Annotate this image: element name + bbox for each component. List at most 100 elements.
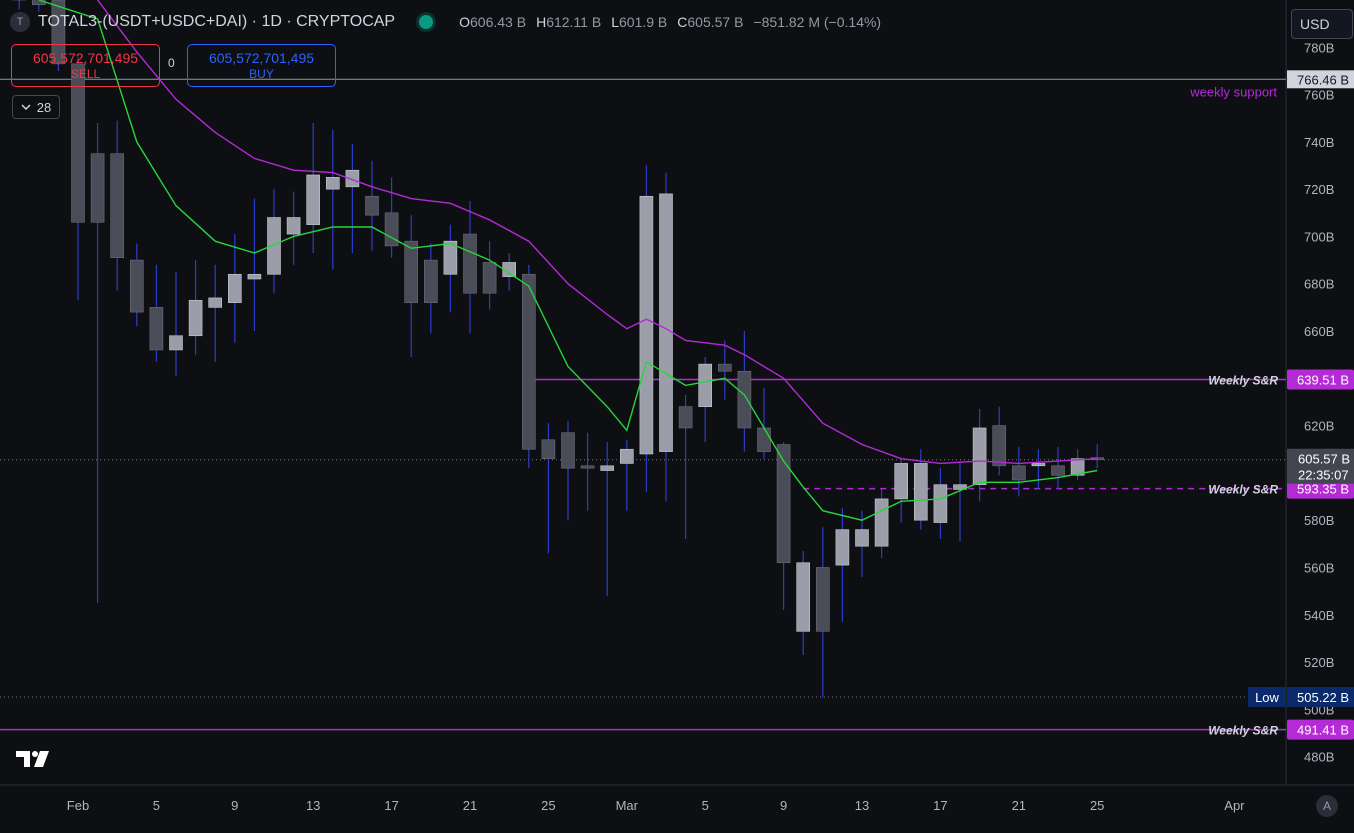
candle-body xyxy=(90,153,105,223)
candle-body xyxy=(325,177,340,190)
countdown-label: 22:35:07 xyxy=(1298,468,1349,483)
candle-body xyxy=(678,406,693,429)
level-name: Weekly S&R xyxy=(1208,724,1278,738)
time-tick-label: 21 xyxy=(463,798,477,813)
low-tag-badge xyxy=(1248,686,1286,707)
ohlc-values: O606.43 B H612.11 B L601.9 B C605.57 B −… xyxy=(459,14,881,30)
candle-body xyxy=(855,529,869,547)
candle-body xyxy=(130,259,144,313)
ohlc-key: L xyxy=(611,14,619,30)
candle-body xyxy=(169,335,183,351)
candle-body xyxy=(992,425,1007,467)
moving-averages xyxy=(38,0,1098,521)
price-tick-label: 720B xyxy=(1304,182,1334,197)
indicators-toggle-button[interactable]: 28 xyxy=(12,95,60,119)
candles xyxy=(12,0,1104,698)
spread-value: 0 xyxy=(168,56,175,70)
time-tick-label: 9 xyxy=(231,798,238,813)
candle-body xyxy=(1031,463,1046,467)
symbol-title[interactable]: TOTAL3-(USDT+USDC+DAI) · 1D · CRYPTOCAP xyxy=(38,13,396,30)
time-tick-label: 21 xyxy=(1012,798,1026,813)
time-tick-label: 17 xyxy=(933,798,947,813)
level-price-badge xyxy=(1287,70,1354,89)
candle-body xyxy=(384,212,399,247)
candle-body xyxy=(972,427,987,486)
candle-body xyxy=(894,463,909,500)
sell-price: 605,572,701,495 xyxy=(32,50,139,66)
candle-body xyxy=(815,567,830,632)
ohlc-value: 606.43 B xyxy=(470,14,527,30)
candle-body xyxy=(541,439,556,460)
time-tick-label: 25 xyxy=(541,798,555,813)
level-name: Weekly S&R xyxy=(1208,483,1278,497)
ohlc-key: O xyxy=(459,14,470,30)
symbol-logo-icon[interactable]: T xyxy=(10,12,30,32)
auto-scale-button[interactable]: A xyxy=(1316,795,1338,817)
candle-body xyxy=(149,307,164,351)
price-tick-label: 660B xyxy=(1304,324,1334,339)
price-tick-label: 740B xyxy=(1304,135,1334,150)
chevron-down-icon xyxy=(21,104,31,110)
candle-body xyxy=(580,465,595,469)
ohlc-key: H xyxy=(536,14,547,30)
candle-body xyxy=(110,153,124,259)
current-price-label: 605.57 B xyxy=(1298,452,1350,467)
candle-body xyxy=(247,273,262,280)
buy-button[interactable]: 605,572,701,495 BUY xyxy=(187,44,336,87)
current-price-badge xyxy=(1287,448,1354,484)
candle-body xyxy=(1011,465,1026,481)
candle-body xyxy=(31,0,46,6)
chart-header: T TOTAL3-(USDT+USDC+DAI) · 1D · CRYPTOCA… xyxy=(10,12,881,32)
candle-body xyxy=(443,240,458,275)
price-labels: 766.46 B 639.51 B 593.35 B 491.41 B 605.57 B… xyxy=(1248,70,1354,740)
price-tick-label: 780B xyxy=(1304,40,1334,55)
candle-body xyxy=(737,370,752,429)
time-tick-label: 5 xyxy=(153,798,160,813)
low-price-label: 505.22 B xyxy=(1297,690,1349,705)
price-axis[interactable] xyxy=(1286,0,1354,785)
candle-body xyxy=(639,195,654,455)
indicators-count: 28 xyxy=(36,99,52,115)
candle-body xyxy=(698,363,713,407)
candle-body xyxy=(463,233,477,294)
candle-body xyxy=(267,217,281,275)
price-tick-label: 680B xyxy=(1304,277,1334,292)
time-tick-label: 9 xyxy=(780,798,787,813)
currency-selector[interactable]: USD xyxy=(1291,9,1353,39)
ema-fast-line xyxy=(38,0,1098,521)
time-axis-ticks: Feb 5 9 13 17 21 25 Mar 5 9 13 17 21 25 Apr xyxy=(67,798,1245,813)
price-tick-label: 760B xyxy=(1304,88,1334,103)
buy-label: BUY xyxy=(249,67,274,81)
candle-body xyxy=(913,463,928,521)
price-tick-label: 700B xyxy=(1304,229,1334,244)
candle-body xyxy=(561,432,575,469)
price-axis-ticks: 480B500B520B540B560B580B620B660B680B700B… xyxy=(1304,40,1334,764)
sell-button[interactable]: 605,572,701,495 SELL xyxy=(11,44,160,87)
tradingview-logo-icon[interactable] xyxy=(16,748,52,774)
candle-body xyxy=(286,217,301,235)
buy-price: 605,572,701,495 xyxy=(208,50,315,66)
candle-body xyxy=(1051,465,1065,476)
candle-body xyxy=(404,240,419,303)
level-price-badge xyxy=(1287,719,1354,740)
time-tick-label: Apr xyxy=(1224,798,1245,813)
level-price-label: 593.35 B xyxy=(1297,482,1349,497)
price-tick-label: 540B xyxy=(1304,608,1334,623)
time-tick-label: 17 xyxy=(384,798,398,813)
market-status-icon[interactable] xyxy=(419,15,434,29)
candle-body xyxy=(71,63,85,223)
level-price-label: 491.41 B xyxy=(1297,723,1349,738)
candle-body xyxy=(717,363,732,372)
low-price-badge xyxy=(1287,686,1354,707)
ohlc-key: C xyxy=(677,14,688,30)
candle-body xyxy=(1070,458,1085,476)
level-name: Weekly S&R xyxy=(1208,373,1278,387)
ohlc-value: 605.57 B xyxy=(687,14,744,30)
candle-body xyxy=(521,273,536,450)
candle-body xyxy=(208,297,222,308)
price-tick-label: 560B xyxy=(1304,560,1334,575)
tradingview-logo-mark xyxy=(16,751,49,767)
ohlc-value: 601.9 B xyxy=(619,14,668,30)
